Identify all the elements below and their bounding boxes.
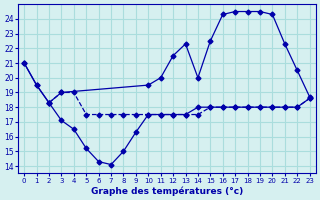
X-axis label: Graphe des températures (°c): Graphe des températures (°c) [91, 186, 243, 196]
